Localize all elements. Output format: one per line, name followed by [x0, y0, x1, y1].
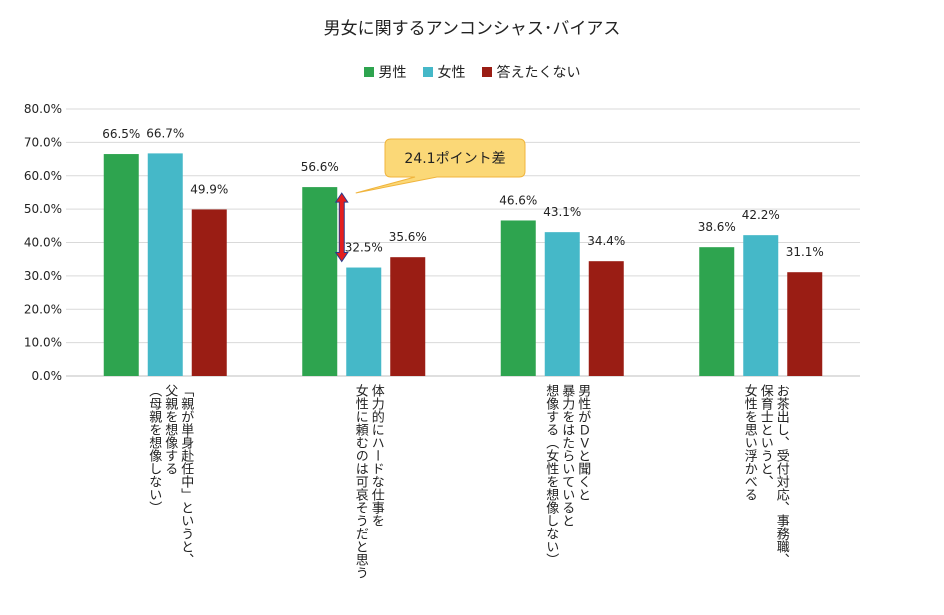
y-tick-label: 0.0% — [32, 369, 63, 383]
bar — [544, 232, 580, 376]
legend: 男性 女性 答えたくない — [0, 62, 944, 82]
bar — [302, 187, 338, 376]
category-label: お茶出し、受付対応、事務職、 保育士というと、 女性を思い浮かべる — [741, 384, 789, 566]
data-label: 31.1% — [786, 245, 824, 259]
data-label: 43.1% — [543, 205, 581, 219]
y-tick-label: 30.0% — [24, 269, 62, 283]
category-label: 「親が単身赴任中」というと、 父親を想像する （母親を想像しない） — [146, 384, 194, 566]
legend-swatch-female — [422, 67, 433, 77]
y-tick-label: 70.0% — [24, 135, 62, 149]
bar — [743, 235, 779, 376]
y-tick-label: 40.0% — [24, 236, 62, 250]
data-label: 56.6% — [301, 160, 339, 174]
category-label: 男性がＤＶと聞くと 暴力をはたらいていると 想像する（女性を想像しない） — [543, 384, 591, 566]
category-label: 体力的にハードな仕事を 女性に頼むのは可哀そうだと思う — [352, 384, 384, 579]
y-tick-label: 80.0% — [24, 102, 62, 116]
bar — [588, 261, 624, 376]
bar — [103, 154, 139, 376]
legend-item-no-answer: 答えたくない — [481, 62, 581, 82]
bar — [699, 247, 735, 376]
data-label: 66.5% — [102, 127, 140, 141]
y-tick-label: 60.0% — [24, 169, 62, 183]
data-label: 34.4% — [587, 234, 625, 248]
data-label: 35.6% — [389, 230, 427, 244]
gap-arrow — [334, 192, 349, 263]
chart-title: 男女に関するアンコンシャス･バイアス — [323, 19, 621, 39]
bar — [787, 272, 823, 376]
y-tick-label: 10.0% — [24, 336, 62, 350]
bar — [390, 257, 426, 376]
data-label: 49.9% — [190, 182, 228, 196]
data-label: 38.6% — [698, 220, 736, 234]
y-tick-label: 20.0% — [24, 302, 62, 316]
data-label: 46.6% — [499, 193, 537, 207]
data-label: 32.5% — [345, 241, 383, 255]
callout-label: 24.1ポイント差 — [404, 151, 506, 167]
data-label: 66.7% — [146, 126, 184, 140]
legend-label-male: 男性 — [378, 65, 407, 81]
legend-label-female: 女性 — [437, 65, 466, 81]
legend-item-female: 女性 — [422, 62, 466, 82]
bar — [191, 209, 227, 376]
legend-label-no-answer: 答えたくない — [496, 65, 581, 81]
callout-bubble — [355, 138, 526, 194]
legend-item-male: 男性 — [363, 62, 407, 82]
bar — [346, 267, 382, 376]
y-tick-label: 50.0% — [24, 202, 62, 216]
data-label: 42.2% — [742, 208, 780, 222]
legend-swatch-male — [363, 67, 374, 77]
legend-swatch-no-answer — [481, 67, 492, 77]
bar — [500, 220, 536, 376]
bar — [147, 153, 183, 376]
